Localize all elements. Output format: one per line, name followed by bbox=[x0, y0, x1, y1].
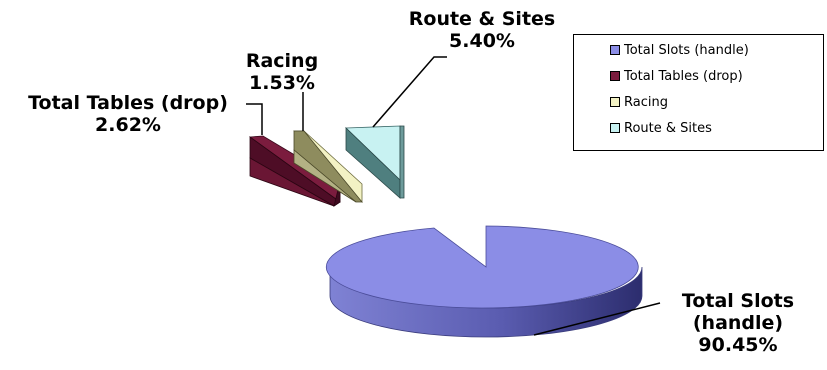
data-label-racing: Racing 1.53% bbox=[226, 50, 338, 94]
data-label-slots-line1: Total Slots bbox=[681, 290, 795, 312]
leader-line-tables bbox=[246, 103, 263, 135]
legend-item-route-sites: Route & Sites bbox=[610, 119, 712, 139]
pie-slice-racing bbox=[293, 130, 363, 203]
legend-swatch-route-sites bbox=[610, 122, 620, 133]
data-label-route-sites: Route & Sites 5.40% bbox=[392, 8, 572, 52]
data-label-tables-name: Total Tables (drop) bbox=[28, 92, 228, 114]
data-label-racing-name: Racing bbox=[245, 50, 319, 72]
data-label-slots-line2: (handle) bbox=[692, 312, 784, 334]
leader-line-route bbox=[372, 56, 447, 128]
chart-legend: Total Slots (handle) Total Tables (drop)… bbox=[573, 34, 824, 151]
leader-lines bbox=[246, 56, 661, 336]
legend-label-total-slots: Total Slots (handle) bbox=[624, 43, 749, 58]
pie-slice-total-slots bbox=[325, 225, 643, 338]
legend-swatch-racing bbox=[610, 96, 620, 107]
pie-slice-total-tables bbox=[248, 135, 341, 207]
legend-swatch-total-slots bbox=[610, 44, 620, 55]
legend-item-total-tables: Total Tables (drop) bbox=[610, 67, 743, 87]
data-label-total-slots: Total Slots (handle) 90.45% bbox=[660, 290, 816, 356]
leader-line-slots bbox=[533, 302, 661, 336]
data-label-total-tables: Total Tables (drop) 2.62% bbox=[10, 92, 246, 136]
legend-label-racing: Racing bbox=[624, 95, 668, 110]
legend-item-total-slots: Total Slots (handle) bbox=[610, 41, 749, 61]
data-label-route-name: Route & Sites bbox=[408, 8, 556, 30]
legend-label-route-sites: Route & Sites bbox=[624, 121, 712, 136]
data-label-tables-pct: 2.62% bbox=[95, 114, 161, 136]
data-label-route-pct: 5.40% bbox=[449, 30, 515, 52]
data-label-slots-pct: 90.45% bbox=[698, 334, 778, 356]
legend-item-racing: Racing bbox=[610, 93, 668, 113]
pie-slice-route-sites bbox=[345, 125, 405, 199]
legend-swatch-total-tables bbox=[610, 70, 620, 81]
data-label-racing-pct: 1.53% bbox=[249, 72, 315, 94]
legend-label-total-tables: Total Tables (drop) bbox=[624, 69, 743, 84]
